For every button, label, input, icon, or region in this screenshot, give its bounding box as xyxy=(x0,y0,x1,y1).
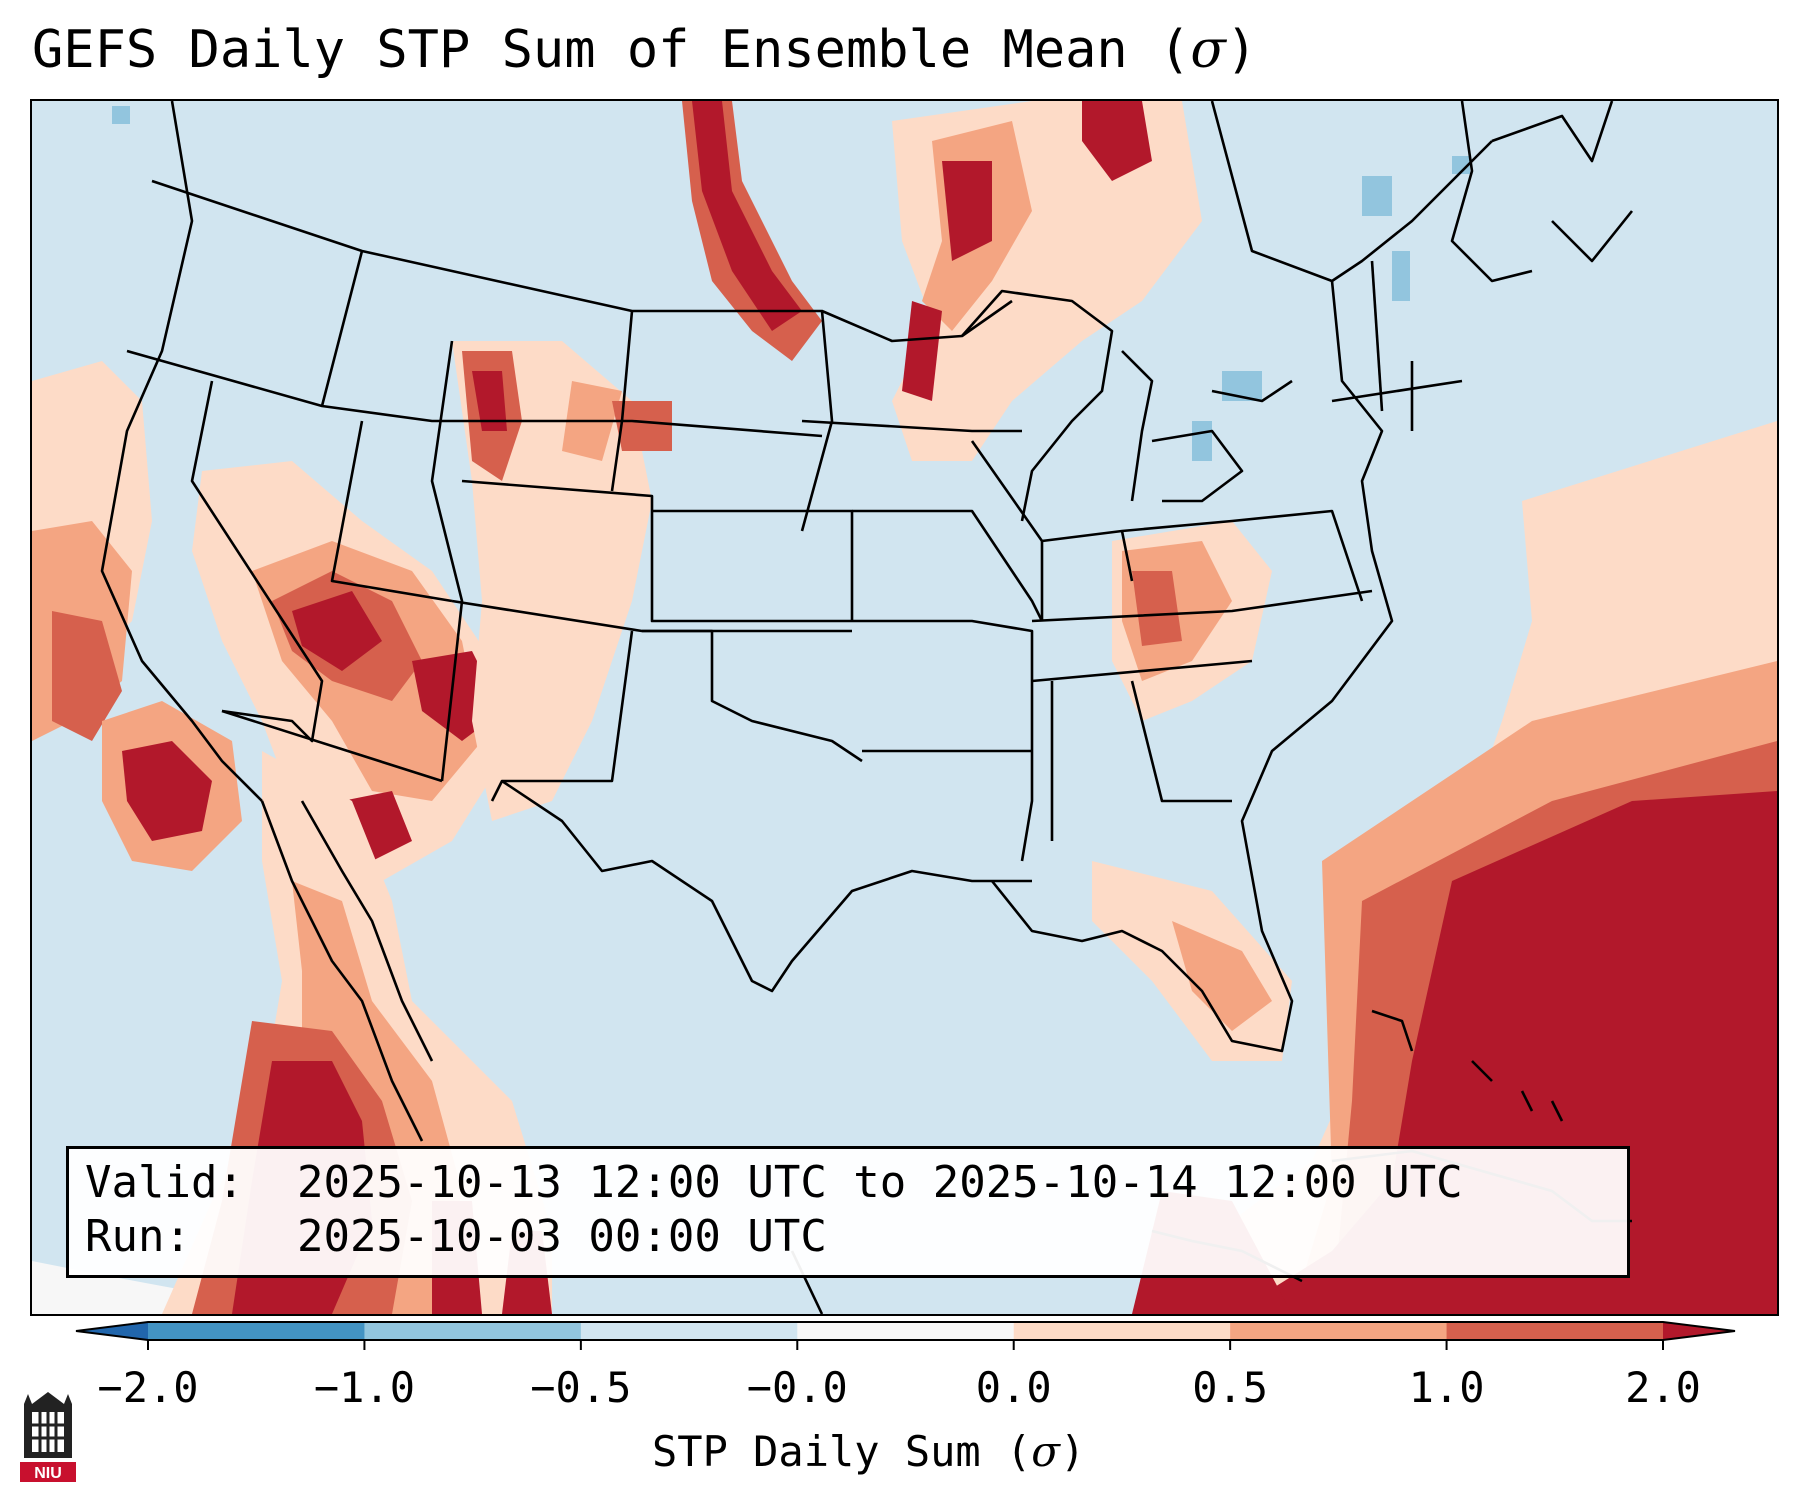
out-of-domain-corner xyxy=(32,1261,332,1314)
colorbar-tick-label: 1.0 xyxy=(1408,1363,1485,1412)
colorbar-tick-label: −1.0 xyxy=(313,1363,415,1412)
valid-run-info-box: Valid: 2025-10-13 12:00 UTC to 2025-10-14… xyxy=(66,1146,1630,1278)
colorbar-extend-min xyxy=(76,1322,148,1340)
colorbar-outline xyxy=(75,1321,1736,1341)
niu-logo-icon: NIU xyxy=(18,1392,78,1484)
map-panel xyxy=(30,99,1779,1316)
colorbar-extend-max xyxy=(1663,1322,1735,1340)
colorbar-bin xyxy=(1013,1322,1231,1340)
colorbar-tick-label: −2.0 xyxy=(97,1363,199,1412)
valid-label: Valid: xyxy=(85,1157,244,1208)
colorbar-tick-label: −0.0 xyxy=(746,1363,848,1412)
colorbar-label: STP Daily Sum (σ) xyxy=(652,1427,1086,1476)
plot-title: GEFS Daily STP Sum of Ensemble Mean (σ) xyxy=(32,20,1258,80)
valid-value: 2025-10-13 12:00 UTC to 2025-10-14 12:00… xyxy=(297,1157,1463,1208)
colorbar-bin xyxy=(364,1322,582,1340)
colorbar-tick-label: −0.5 xyxy=(530,1363,632,1412)
map-canvas xyxy=(32,101,1777,1314)
colorbar-bin xyxy=(580,1322,798,1340)
colorbar-bin xyxy=(148,1322,365,1340)
colorbar-tick-label: 2.0 xyxy=(1625,1363,1701,1412)
colorbar-tick-label: 0.5 xyxy=(1192,1363,1269,1412)
run-row: Run: 2025-10-03 00:00 UTC xyxy=(85,1211,827,1263)
colorbar-bin xyxy=(1230,1322,1448,1340)
logo-text: NIU xyxy=(34,1465,62,1482)
run-label: Run: xyxy=(85,1211,191,1262)
colorbar-bin xyxy=(1446,1322,1664,1340)
colorbar-bin xyxy=(797,1322,1015,1340)
run-value: 2025-10-03 00:00 UTC xyxy=(297,1211,827,1262)
valid-row: Valid: 2025-10-13 12:00 UTC to 2025-10-14… xyxy=(85,1157,1463,1209)
colorbar-tick-label: 0.0 xyxy=(975,1363,1052,1412)
